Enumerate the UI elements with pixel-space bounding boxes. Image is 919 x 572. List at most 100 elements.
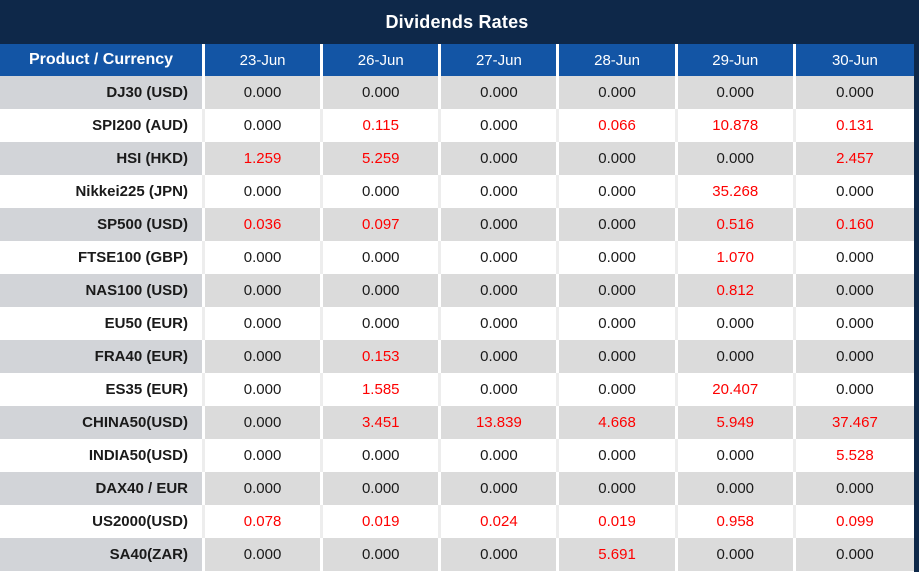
dividend-value-cell: 10.878: [677, 109, 796, 142]
column-header-date: 26-Jun: [323, 44, 442, 76]
dividend-value-cell: 0.000: [559, 208, 678, 241]
column-header-date: 29-Jun: [677, 44, 796, 76]
dividend-value-cell: 0.000: [441, 142, 560, 175]
product-label: US2000(USD): [0, 505, 205, 538]
table-row: INDIA50(USD) 0.000 0.000 0.000 0.000 0.000 5.5…: [0, 439, 914, 472]
dividend-value-cell: 0.000: [205, 307, 324, 340]
dividend-value-cell: 0.000: [205, 538, 324, 571]
table-row: SP500 (USD) 0.036 0.097 0.000 0.000 0.516 0.16…: [0, 208, 914, 241]
table-row: US2000(USD) 0.078 0.019 0.024 0.019 0.958 0.09…: [0, 505, 914, 538]
dividend-value-cell: 0.000: [323, 538, 442, 571]
dividend-value-cell: 0.000: [323, 472, 442, 505]
product-label: HSI (HKD): [0, 142, 205, 175]
dividend-value-cell: 0.000: [795, 472, 914, 505]
dividend-value-cell: 0.000: [559, 241, 678, 274]
table-row: HSI (HKD) 1.259 5.259 0.000 0.000 0.000 2.457: [0, 142, 914, 175]
column-header-date: 30-Jun: [795, 44, 914, 76]
dividend-value-cell: 0.000: [795, 76, 914, 109]
dividend-value-cell: 5.528: [795, 439, 914, 472]
dividend-value-cell: 0.000: [677, 142, 796, 175]
dividend-value-cell: 0.000: [677, 472, 796, 505]
dividend-value-cell: 0.000: [677, 307, 796, 340]
dividend-value-cell: 0.000: [559, 472, 678, 505]
dividend-value-cell: 0.000: [323, 274, 442, 307]
dividend-value-cell: 0.000: [323, 241, 442, 274]
dividend-value-cell: 0.000: [677, 76, 796, 109]
dividend-value-cell: 0.000: [677, 538, 796, 571]
dividend-value-cell: 0.000: [205, 373, 324, 406]
dividend-value-cell: 1.259: [205, 142, 324, 175]
dividend-value-cell: 0.000: [795, 340, 914, 373]
dividend-value-cell: 0.078: [205, 505, 324, 538]
dividend-value-cell: 0.000: [205, 241, 324, 274]
table-row: CHINA50(USD) 0.000 3.451 13.839 4.668 5.949 37…: [0, 406, 914, 439]
product-label: SA40(ZAR): [0, 538, 205, 571]
dividend-value-cell: 0.000: [323, 175, 442, 208]
product-label: FTSE100 (GBP): [0, 241, 205, 274]
dividend-value-cell: 0.000: [205, 175, 324, 208]
dividend-value-cell: 0.066: [559, 109, 678, 142]
page-title: Dividends Rates: [385, 11, 529, 32]
product-label: EU50 (EUR): [0, 307, 205, 340]
dividend-value-cell: 0.024: [441, 505, 560, 538]
dividend-value-cell: 0.000: [323, 76, 442, 109]
dividend-value-cell: 0.000: [795, 538, 914, 571]
table-row: Nikkei225 (JPN) 0.000 0.000 0.000 0.000 35.26…: [0, 175, 914, 208]
product-label: INDIA50(USD): [0, 439, 205, 472]
column-header-date: 28-Jun: [559, 44, 678, 76]
dividend-value-cell: 0.153: [323, 340, 442, 373]
dividend-value-cell: 0.115: [323, 109, 442, 142]
dividend-value-cell: 0.000: [441, 340, 560, 373]
dividend-value-cell: 0.019: [559, 505, 678, 538]
table-header-row: Product / Currency 23-Jun 26-Jun 27-Jun 28-…: [0, 44, 914, 76]
dividend-value-cell: 0.000: [205, 340, 324, 373]
dividend-value-cell: 0.000: [441, 175, 560, 208]
dividend-value-cell: 0.000: [205, 76, 324, 109]
dividend-value-cell: 0.812: [677, 274, 796, 307]
dividend-value-cell: 5.949: [677, 406, 796, 439]
dividend-value-cell: 0.000: [205, 274, 324, 307]
dividend-value-cell: 0.000: [559, 439, 678, 472]
dividend-value-cell: 0.516: [677, 208, 796, 241]
dividend-value-cell: 0.000: [559, 340, 678, 373]
dividend-value-cell: 0.160: [795, 208, 914, 241]
dividend-value-cell: 35.268: [677, 175, 796, 208]
dividend-value-cell: 0.000: [205, 472, 324, 505]
dividend-value-cell: 0.000: [441, 241, 560, 274]
table-body: DJ30 (USD) 0.000 0.000 0.000 0.000 0.000 0.000…: [0, 76, 914, 571]
dividend-value-cell: 0.019: [323, 505, 442, 538]
product-label: Nikkei225 (JPN): [0, 175, 205, 208]
product-label: SP500 (USD): [0, 208, 205, 241]
dividend-value-cell: 1.070: [677, 241, 796, 274]
dividend-value-cell: 0.000: [441, 439, 560, 472]
dividend-value-cell: 0.000: [559, 76, 678, 109]
dividend-value-cell: 0.000: [795, 274, 914, 307]
product-label: DAX40 / EUR: [0, 472, 205, 505]
dividend-value-cell: 4.668: [559, 406, 678, 439]
table-row: FTSE100 (GBP) 0.000 0.000 0.000 0.000 1.070 0.…: [0, 241, 914, 274]
dividend-value-cell: 0.000: [205, 406, 324, 439]
dividend-value-cell: 0.000: [559, 373, 678, 406]
title-bar: Dividends Rates: [0, 0, 914, 44]
dividend-value-cell: 0.000: [795, 175, 914, 208]
product-label: DJ30 (USD): [0, 76, 205, 109]
product-label: FRA40 (EUR): [0, 340, 205, 373]
dividend-value-cell: 0.000: [323, 307, 442, 340]
dividend-value-cell: 0.097: [323, 208, 442, 241]
table-row: SA40(ZAR) 0.000 0.000 0.000 5.691 0.000 0.000: [0, 538, 914, 571]
product-label: ES35 (EUR): [0, 373, 205, 406]
product-label: CHINA50(USD): [0, 406, 205, 439]
dividend-value-cell: 0.000: [441, 208, 560, 241]
table-row: ES35 (EUR) 0.000 1.585 0.000 0.000 20.407 0.00…: [0, 373, 914, 406]
dividend-value-cell: 0.000: [677, 340, 796, 373]
dividend-value-cell: 0.036: [205, 208, 324, 241]
dividend-value-cell: 0.000: [559, 274, 678, 307]
dividend-value-cell: 0.000: [441, 109, 560, 142]
dividend-value-cell: 37.467: [795, 406, 914, 439]
dividend-value-cell: 0.000: [441, 373, 560, 406]
table-row: DAX40 / EUR 0.000 0.000 0.000 0.000 0.000 0.00…: [0, 472, 914, 505]
dividend-value-cell: 0.000: [205, 439, 324, 472]
dividend-value-cell: 0.000: [795, 241, 914, 274]
column-header-date: 23-Jun: [205, 44, 324, 76]
